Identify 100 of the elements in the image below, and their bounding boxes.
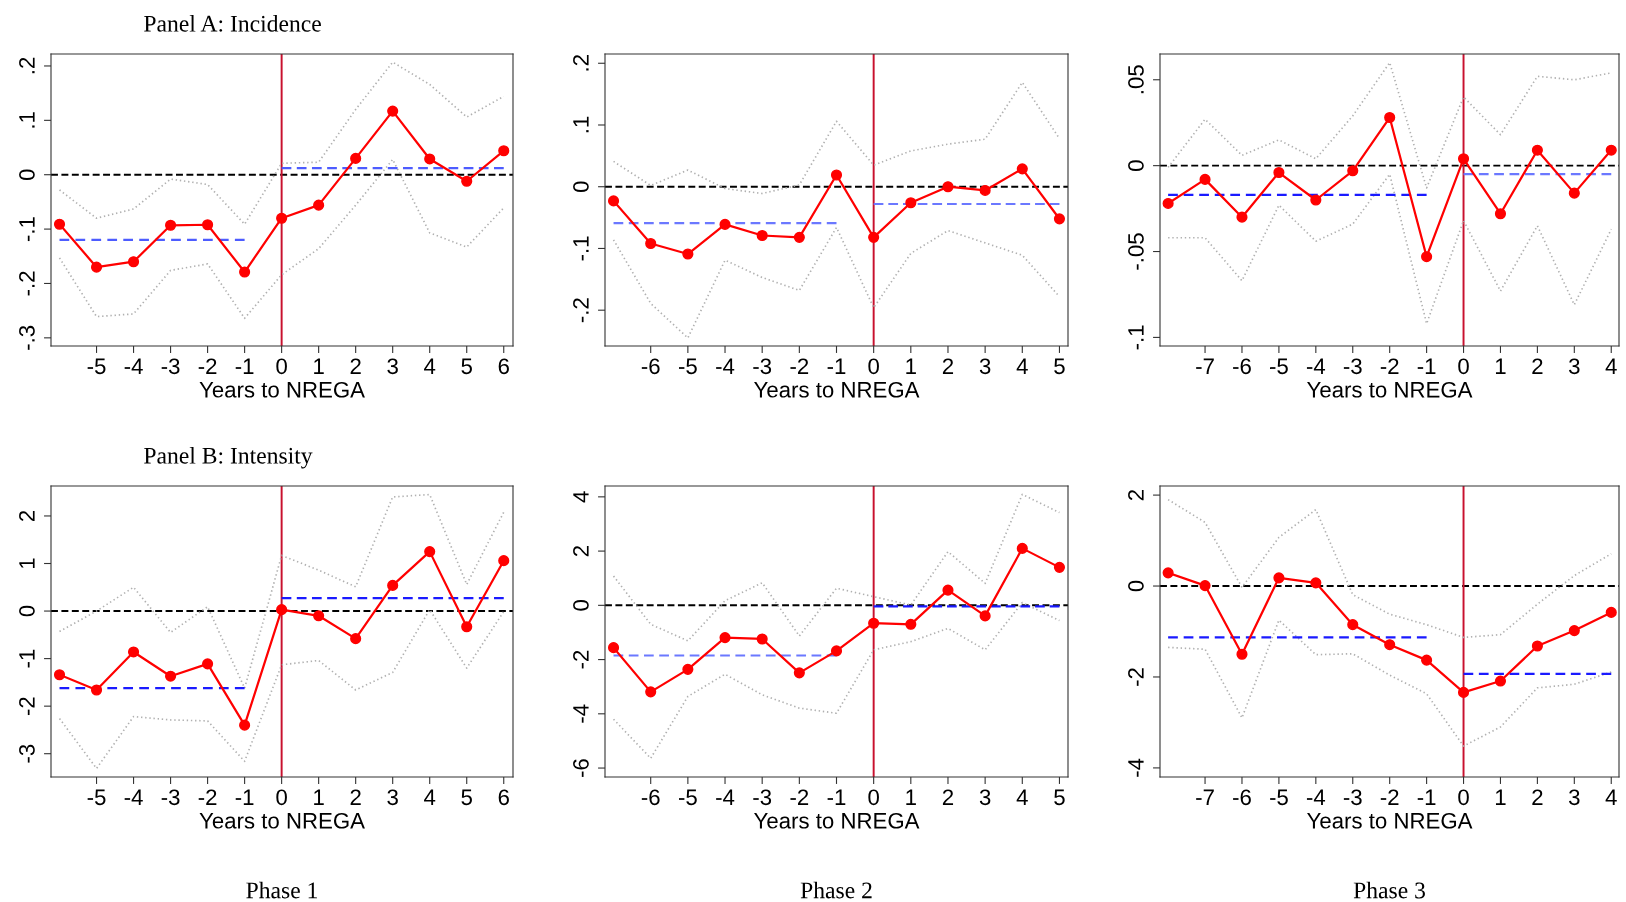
point bbox=[1494, 208, 1507, 220]
text: Phase 3 bbox=[1353, 881, 1425, 899]
x-tick-label: 5 bbox=[461, 358, 472, 375]
point bbox=[424, 546, 436, 558]
point bbox=[1236, 648, 1248, 660]
point bbox=[793, 667, 805, 679]
x-tick-label: 2 bbox=[942, 358, 954, 374]
line-series bbox=[58, 608, 505, 770]
point bbox=[1384, 639, 1396, 651]
y-tick-label: .1 bbox=[19, 112, 35, 128]
point bbox=[1605, 144, 1617, 156]
point bbox=[53, 669, 66, 681]
x-tick-label: 3 bbox=[979, 789, 991, 806]
x-axis-title: Years to NREGA bbox=[754, 812, 920, 829]
point bbox=[942, 181, 954, 193]
point bbox=[682, 663, 694, 675]
x-tick-label: 0 bbox=[1458, 358, 1469, 375]
x-tick-label: 1 bbox=[1495, 358, 1506, 374]
x-tick-label: -3 bbox=[161, 358, 180, 375]
point bbox=[1273, 166, 1285, 179]
point bbox=[682, 248, 694, 260]
y-tick-label: -4 bbox=[573, 704, 589, 723]
y-tick-label: 2 bbox=[1128, 490, 1144, 501]
point bbox=[1273, 572, 1285, 584]
point bbox=[1053, 561, 1066, 573]
x-tick-label: 1 bbox=[906, 789, 916, 805]
point bbox=[1531, 640, 1543, 652]
x-axis-title: Years to NREGA bbox=[199, 381, 365, 398]
x-tick-label: -5 bbox=[1270, 358, 1288, 375]
point bbox=[1347, 165, 1359, 177]
x-tick-label: -3 bbox=[161, 789, 180, 806]
y-tick-label: -.1 bbox=[19, 217, 35, 242]
x-tick-label: -1 bbox=[827, 789, 846, 805]
point bbox=[942, 584, 954, 596]
x-tick-label: -2 bbox=[198, 789, 217, 805]
x-tick-label: 0 bbox=[1458, 789, 1469, 806]
point bbox=[1568, 625, 1580, 637]
x-tick-label: -4 bbox=[1306, 358, 1326, 374]
point bbox=[1199, 580, 1211, 592]
point bbox=[498, 555, 510, 567]
x-tick-label: -1 bbox=[1417, 789, 1436, 805]
y-tick-label: -2 bbox=[573, 650, 589, 669]
point bbox=[756, 229, 768, 242]
point bbox=[645, 237, 657, 250]
point bbox=[387, 105, 399, 117]
x-tick-label: 4 bbox=[1016, 358, 1028, 374]
y-tick-label: -6 bbox=[573, 759, 589, 777]
line-series bbox=[612, 226, 1061, 339]
x-tick-label: -6 bbox=[1233, 789, 1251, 806]
line-series bbox=[58, 61, 505, 226]
point bbox=[1199, 173, 1211, 185]
y-tick-label: -.1 bbox=[573, 236, 589, 261]
point bbox=[1384, 111, 1396, 124]
y-tick-label: 0 bbox=[1128, 160, 1144, 171]
point bbox=[756, 633, 768, 645]
point bbox=[313, 199, 325, 211]
point bbox=[1310, 577, 1322, 589]
point bbox=[1421, 654, 1433, 666]
point bbox=[350, 152, 362, 164]
point bbox=[905, 618, 917, 630]
x-tick-label: -3 bbox=[1343, 789, 1362, 806]
point bbox=[1605, 606, 1617, 618]
x-tick-label: 0 bbox=[276, 789, 287, 806]
y-tick-label: .1 bbox=[573, 116, 589, 133]
point bbox=[719, 632, 731, 644]
x-tick-label: -3 bbox=[753, 358, 772, 375]
point bbox=[979, 184, 991, 196]
point bbox=[1162, 197, 1174, 209]
point bbox=[1016, 163, 1028, 175]
line-series bbox=[612, 81, 1061, 195]
y-tick-label: 1 bbox=[19, 558, 35, 568]
point bbox=[276, 212, 288, 224]
x-tick-label: 5 bbox=[1054, 358, 1065, 375]
y-tick-label: 4 bbox=[573, 491, 589, 503]
y-tick-label: -2 bbox=[1128, 668, 1144, 686]
point bbox=[1531, 144, 1543, 156]
line-series bbox=[1167, 173, 1613, 325]
line-series bbox=[1167, 619, 1613, 747]
x-axis-title: Years to NREGA bbox=[1307, 381, 1473, 398]
y-tick-label: -.3 bbox=[19, 325, 35, 350]
y-tick-label: .2 bbox=[19, 57, 35, 74]
y-tick-label: 2 bbox=[573, 546, 589, 557]
x-tick-label: -6 bbox=[641, 789, 660, 806]
point bbox=[498, 145, 510, 157]
point bbox=[202, 658, 214, 670]
point bbox=[719, 218, 731, 230]
x-tick-label: 4 bbox=[1016, 789, 1028, 805]
point bbox=[461, 621, 473, 633]
x-tick-label: -3 bbox=[1343, 358, 1362, 375]
y-tick-label: 0 bbox=[573, 181, 589, 193]
point bbox=[127, 256, 140, 268]
x-tick-label: 4 bbox=[424, 358, 436, 374]
y-tick-label: 2 bbox=[19, 510, 35, 522]
x-tick-label: -5 bbox=[87, 358, 106, 375]
x-tick-label: 4 bbox=[1605, 789, 1617, 805]
x-axis-title: Years to NREGA bbox=[1307, 812, 1473, 829]
x-tick-label: -4 bbox=[716, 789, 735, 805]
x-tick-label: 4 bbox=[1605, 358, 1617, 374]
point bbox=[424, 153, 436, 165]
x-tick-label: -7 bbox=[1196, 358, 1214, 374]
